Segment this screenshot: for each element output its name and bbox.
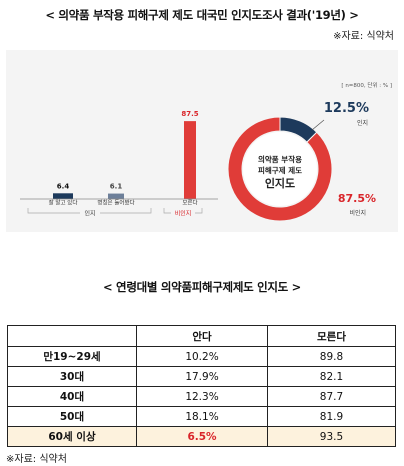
age-cell: 만19~29세 [7,346,137,367]
table-header-cell [7,325,137,347]
donut-center-line1: 의약품 부작용 [258,154,302,164]
unaware-slice-label: 비인지 [349,209,366,217]
table-header-row: 안다 모른다 [7,325,396,347]
know-cell: 10.2% [136,346,268,367]
age-cell: 50대 [7,406,137,427]
bar-value-label: 87.5 [181,110,198,118]
table-title: < 연령대별 의약품피해구제제도 인지도 > [103,280,301,294]
donut-hole [243,132,317,206]
bar-0 [53,193,73,199]
sample-note: [ n=800, 단위 : % ] [341,81,392,89]
bracket-label-bg [171,209,195,217]
source-note-bottom: ※자료: 식약처 [6,454,67,465]
aware-slice-label: 인지 [357,119,368,127]
dont-know-cell: 82.1 [267,366,396,387]
know-cell: 18.1% [136,406,268,427]
age-awareness-table: 안다 모른다 만19~29세 10.2% 89.8 30대 17.9% 82.1… [7,325,396,447]
know-cell: 12.3% [136,386,268,407]
bar-category-label: 잘 알고 있다 [49,199,78,207]
source-note-top: ※자료: 식약처 [333,31,394,42]
age-cell: 30대 [7,366,137,387]
awareness-chart: 6.4 6.1 87.5 잘 알고 있다 명칭은 들어봤다 모른다 인지 비인지 [… [20,81,392,222]
dont-know-cell: 81.9 [267,406,396,427]
bar-value-label: 6.1 [110,183,123,191]
group-label-unaware: 비인지 [175,210,192,218]
know-cell: 17.9% [136,366,268,387]
bar-value-label: 6.4 [57,182,70,190]
bracket-label-bg [80,209,100,217]
bar-category-label: 모른다 [182,199,197,207]
table-row: 40대 12.3% 87.7 [7,386,396,407]
aware-value-label: 12.5% [324,101,369,116]
bar-category-label: 명칭은 들어봤다 [97,199,134,207]
table-header-cell: 모른다 [267,325,396,347]
bar-2 [184,121,196,199]
donut-chart [227,116,333,222]
dont-know-cell: 89.8 [267,346,396,367]
know-cell: 6.5% [136,426,268,447]
page-title: < 의약품 부작용 피해구제 제도 대국민 인지도조사 결과('19년) > [45,8,359,22]
donut-center-line2: 피해구제 제도 [258,165,302,175]
table-row: 50대 18.1% 81.9 [7,406,396,427]
awareness-chart-panel: 6.4 6.1 87.5 잘 알고 있다 명칭은 들어봤다 모른다 인지 비인지 [… [6,50,398,232]
table-header-cell: 안다 [136,325,268,347]
donut-slice-1 [227,116,333,222]
bar-1 [108,193,124,199]
age-cell: 60세 이상 [7,426,137,447]
bar-group: 6.4 6.1 87.5 [53,110,199,199]
age-cell: 40대 [7,386,137,407]
table-row-highlighted: 60세 이상 6.5% 93.5 [7,426,396,447]
aware-leader-line [311,119,325,131]
dont-know-cell: 87.7 [267,386,396,407]
unaware-value-label: 87.5% [338,192,376,205]
donut-center-line3: 인지도 [265,176,295,190]
table-row: 30대 17.9% 82.1 [7,366,396,387]
dont-know-cell: 93.5 [267,426,396,447]
group-label-aware: 인지 [84,210,95,218]
table-row: 만19~29세 10.2% 89.8 [7,346,396,367]
